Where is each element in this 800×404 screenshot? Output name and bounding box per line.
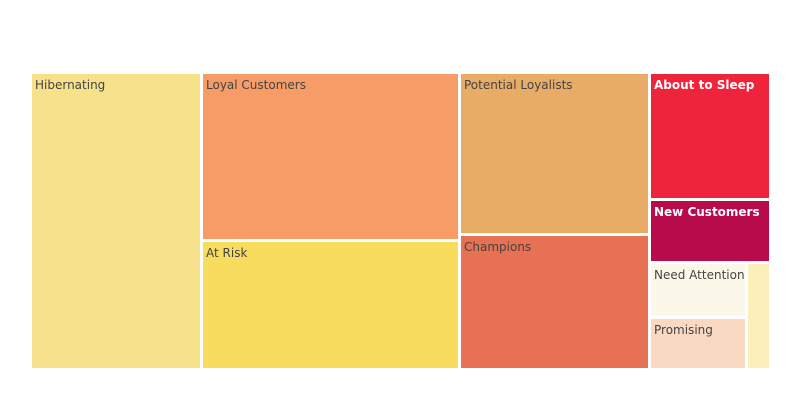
treemap-tile-rect[interactable] — [203, 74, 458, 239]
treemap-tile-promising[interactable]: Promising — [651, 319, 745, 368]
treemap-tile-rect[interactable] — [461, 236, 648, 368]
treemap-tile-rect[interactable] — [203, 242, 458, 368]
treemap-tile-potential-loyalists[interactable]: Potential Loyalists — [461, 74, 648, 233]
treemap-tile-label: New Customers — [654, 205, 760, 219]
treemap-tile-label: Potential Loyalists — [464, 78, 573, 92]
treemap-tile-rect[interactable] — [748, 264, 769, 368]
treemap-tile-label: About to Sleep — [654, 78, 755, 92]
treemap-tile-label: Champions — [464, 240, 531, 254]
treemap-tile-rect[interactable] — [651, 264, 745, 316]
treemap-tile-need-attention[interactable]: Need Attention — [651, 264, 745, 316]
treemap-tile-at-risk[interactable]: At Risk — [203, 242, 458, 368]
treemap-tile-rect[interactable] — [461, 74, 648, 233]
treemap-tile-rect[interactable] — [651, 319, 745, 368]
treemap-tile-rect[interactable] — [651, 201, 769, 261]
treemap-tile-hibernating[interactable]: Hibernating — [32, 74, 200, 368]
treemap-tile-loyal-customers[interactable]: Loyal Customers — [203, 74, 458, 239]
treemap-tile-label: At Risk — [206, 246, 247, 260]
treemap-tile-label: Loyal Customers — [206, 78, 306, 92]
treemap-tile-label: Hibernating — [35, 78, 105, 92]
treemap-tile-label: Need Attention — [654, 268, 745, 282]
treemap-tile-rect[interactable] — [32, 74, 200, 368]
treemap-tile-label: Promising — [654, 323, 713, 337]
treemap-tile-champions[interactable]: Champions — [461, 236, 648, 368]
treemap-tile-about-to-sleep[interactable]: About to Sleep — [651, 74, 769, 198]
treemap-tile-new-customers[interactable]: New Customers — [651, 201, 769, 261]
treemap-tile-other[interactable] — [748, 264, 769, 368]
treemap-tile-rect[interactable] — [651, 74, 769, 198]
